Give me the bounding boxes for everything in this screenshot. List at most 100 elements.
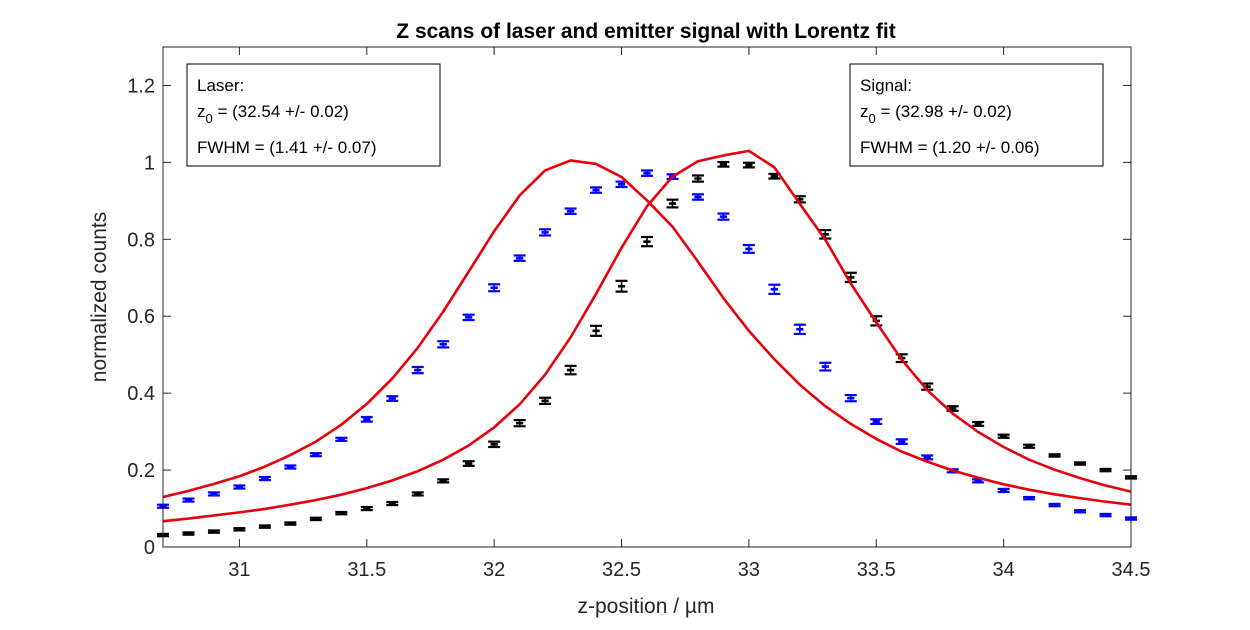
data-point xyxy=(590,186,603,194)
laser-z-symbol: z xyxy=(197,102,206,121)
data-point xyxy=(895,438,908,446)
y-tick-label: 0.6 xyxy=(127,306,155,328)
data-point xyxy=(207,529,220,534)
laser-annotation-z0: z0 = (32.54 +/- 0.02) xyxy=(197,102,349,126)
data-point xyxy=(233,484,246,490)
data-point xyxy=(1074,508,1087,514)
data-point xyxy=(1023,495,1036,501)
y-tick-label: 1.2 xyxy=(127,75,155,97)
signal-annotation: Signal: z0 = (32.98 +/- 0.02) FWHM = (1.… xyxy=(849,63,1104,167)
data-point xyxy=(488,440,501,449)
laser-z-subscript: 0 xyxy=(206,111,213,126)
fit-curve xyxy=(162,159,1132,506)
signal-z-symbol: z xyxy=(860,102,869,121)
data-point xyxy=(1023,443,1036,449)
signal-annotation-title: Signal: xyxy=(860,76,912,95)
data-point xyxy=(1099,512,1112,518)
signal-annotation-fwhm: FWHM = (1.20 +/- 0.06) xyxy=(860,138,1040,157)
series-3 xyxy=(162,149,1132,523)
data-point xyxy=(207,491,220,497)
x-tick-label: 31.5 xyxy=(347,559,386,581)
laser-annotation-fwhm: FWHM = (1.41 +/- 0.07) xyxy=(197,138,377,157)
data-point xyxy=(819,361,832,372)
data-point xyxy=(309,452,322,458)
data-point xyxy=(386,395,399,402)
data-point xyxy=(691,193,704,201)
data-point xyxy=(921,454,934,461)
chart-title: Z scans of laser and emitter signal with… xyxy=(396,20,895,43)
data-point xyxy=(1099,467,1112,473)
y-tick-label: 0.4 xyxy=(127,383,155,405)
data-point xyxy=(717,160,730,168)
signal-z-subscript: 0 xyxy=(869,111,876,126)
data-point xyxy=(641,235,653,248)
data-point xyxy=(870,418,883,426)
plot-frame xyxy=(162,46,1132,548)
data-point xyxy=(844,393,857,403)
data-point xyxy=(462,313,475,322)
y-tick-label: 0.2 xyxy=(127,460,155,482)
data-point xyxy=(997,487,1010,494)
data-point xyxy=(360,505,373,512)
data-point xyxy=(1074,461,1087,466)
laser-z-value: = (32.54 +/- 0.02) xyxy=(213,102,349,121)
data-point xyxy=(386,500,399,507)
data-point xyxy=(590,324,603,337)
data-point xyxy=(641,169,653,177)
x-tick-label: 31 xyxy=(228,559,250,581)
data-point xyxy=(513,254,526,262)
signal-annotation-box xyxy=(849,63,1104,167)
y-tick-label: 0 xyxy=(144,537,155,559)
x-tick-label: 34 xyxy=(993,559,1015,581)
data-point xyxy=(335,510,348,516)
data-point xyxy=(564,364,577,376)
ticks-layer: 31 31.5 32 32.5 33 33.5 34 34.5 0 0.2 0.4 0.6 0.8 1 1.… xyxy=(127,47,1150,581)
data-point xyxy=(539,228,552,237)
data-point xyxy=(539,396,552,406)
data-point xyxy=(437,478,450,484)
data-point xyxy=(258,524,271,529)
data-point xyxy=(1048,502,1061,508)
series-2 xyxy=(162,159,1132,506)
laser-annotation-box xyxy=(186,63,441,167)
data-point xyxy=(437,340,450,349)
data-point xyxy=(1048,453,1061,458)
data-point xyxy=(513,418,526,428)
data-point xyxy=(309,516,322,522)
data-point xyxy=(411,491,424,497)
signal-z-value: = (32.98 +/- 0.02) xyxy=(876,102,1012,121)
y-tick-label: 0.8 xyxy=(127,229,155,251)
data-point xyxy=(564,207,577,216)
data-point xyxy=(284,464,297,470)
data-point xyxy=(233,527,246,532)
x-tick-label: 32 xyxy=(483,559,505,581)
data-point xyxy=(742,161,755,169)
data-point xyxy=(488,283,501,293)
y-axis-label: normalized counts xyxy=(88,212,111,382)
series-0 xyxy=(157,169,1137,521)
data-point xyxy=(182,497,195,503)
data-point xyxy=(258,475,271,482)
laser-annotation-title: Laser: xyxy=(197,76,244,95)
data-point xyxy=(360,415,373,423)
data-point xyxy=(742,243,755,254)
data-point xyxy=(284,521,297,526)
x-axis-label: z-position / µm xyxy=(578,595,715,618)
data-point xyxy=(793,323,806,336)
x-tick-label: 33 xyxy=(738,559,760,581)
data-point xyxy=(462,460,475,467)
x-tick-label: 32.5 xyxy=(602,559,641,581)
data-point xyxy=(691,174,704,183)
x-tick-label: 33.5 xyxy=(857,559,896,581)
x-tick-label: 34.5 xyxy=(1112,559,1151,581)
data-point xyxy=(997,433,1010,439)
laser-annotation: Laser: z0 = (32.54 +/- 0.02) FWHM = (1.4… xyxy=(186,63,441,167)
series-layer xyxy=(157,149,1137,538)
data-point xyxy=(666,198,679,209)
data-point xyxy=(411,365,424,375)
data-point xyxy=(615,279,628,293)
data-point xyxy=(768,283,781,296)
data-point xyxy=(182,531,195,536)
